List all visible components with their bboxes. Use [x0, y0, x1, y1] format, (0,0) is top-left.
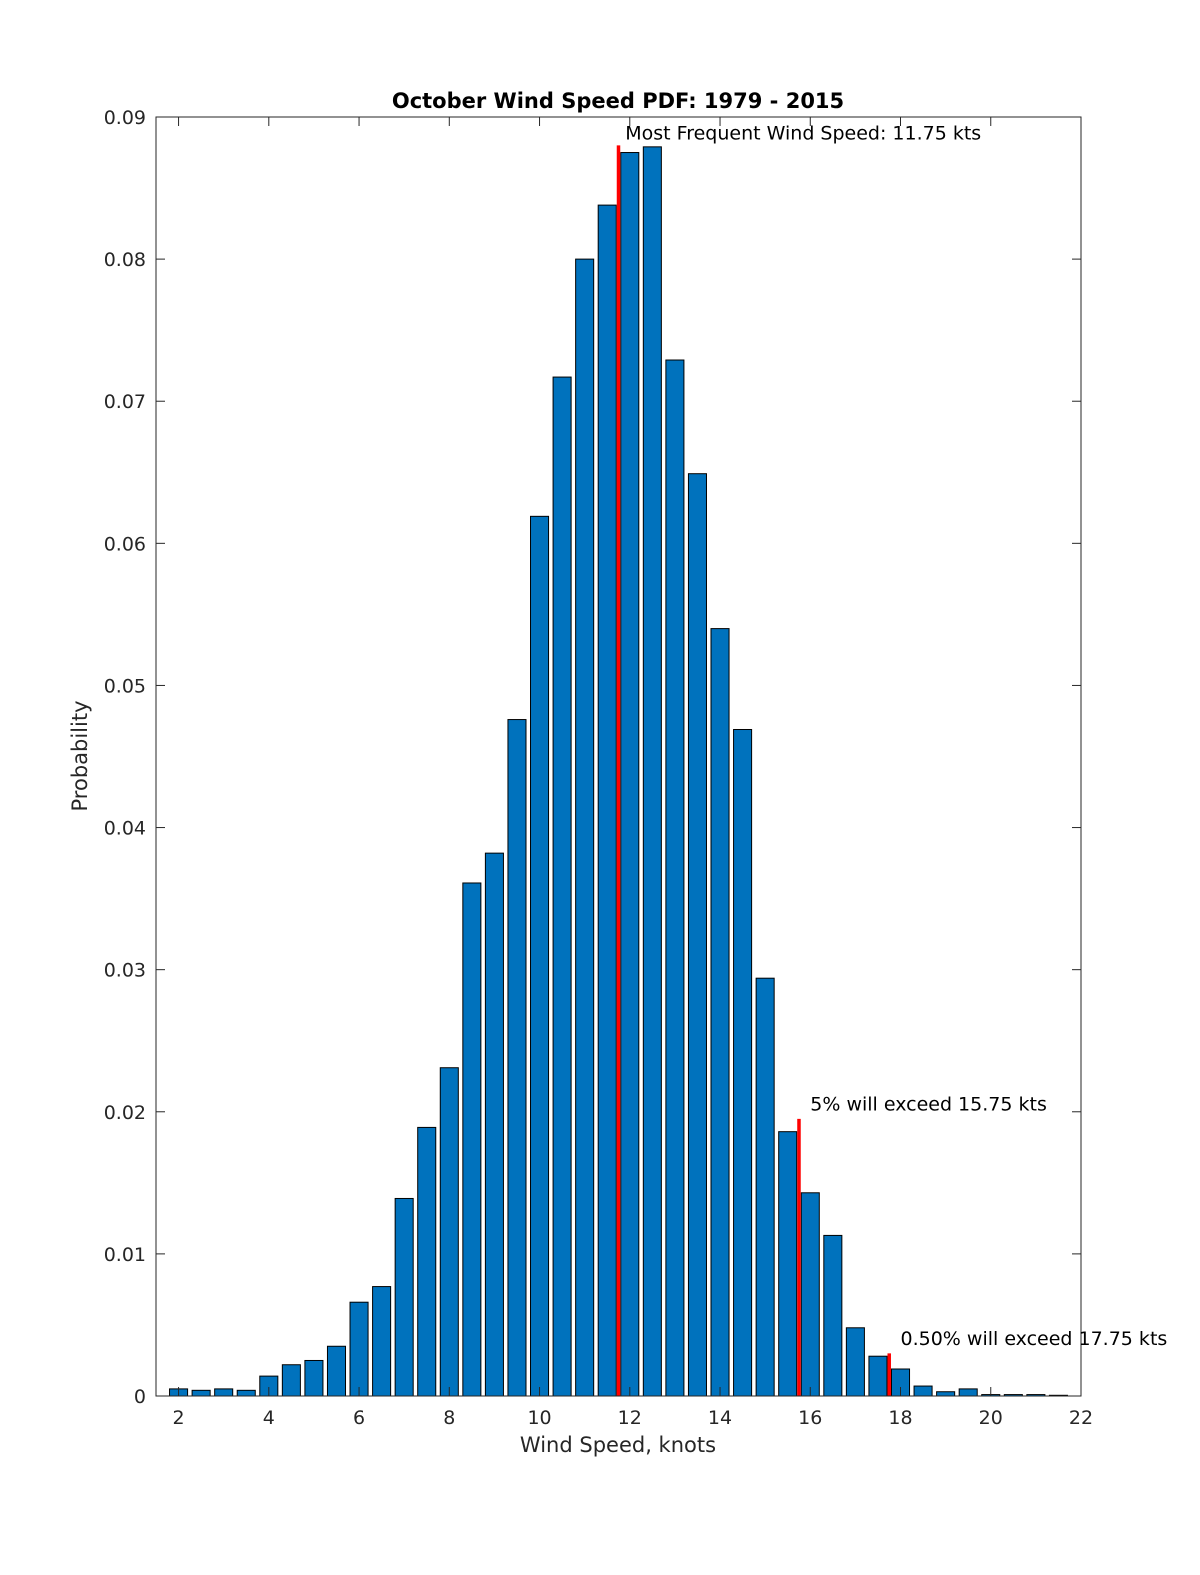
y-axis-ticks: 0 0.01 0.02 0.03 0.04 0.05 0.06 0.07 0.08 0.09 — [104, 107, 1081, 1408]
bar — [575, 258, 595, 1397]
bar — [597, 204, 617, 1397]
markers-group — [616, 145, 891, 1396]
marker-annotation: 5% will exceed 15.75 kts — [810, 1093, 1047, 1115]
bar — [236, 1389, 256, 1397]
bar — [462, 882, 482, 1397]
bar — [958, 1388, 978, 1397]
bar — [326, 1345, 347, 1397]
bar — [281, 1364, 301, 1397]
x-tick-label: 8 — [443, 1407, 455, 1429]
axes-box — [155, 116, 1082, 1397]
bar — [800, 1192, 820, 1397]
bar — [484, 852, 504, 1397]
bar — [913, 1385, 933, 1397]
bar — [552, 376, 572, 1397]
marker-annotation: 0.50% will exceed 17.75 kts — [901, 1328, 1168, 1350]
bars-group — [169, 146, 1068, 1397]
x-tick-label: 4 — [263, 1407, 275, 1429]
x-tick-label: 18 — [888, 1407, 912, 1429]
bar — [733, 728, 753, 1397]
bar — [439, 1067, 459, 1397]
bar — [349, 1301, 369, 1397]
y-tick-label: 0.08 — [104, 249, 146, 271]
x-tick-label: 16 — [798, 1407, 822, 1429]
y-tick-label: 0.09 — [104, 107, 146, 129]
bar — [665, 359, 685, 1397]
bar — [530, 515, 550, 1397]
x-tick-label: 12 — [618, 1407, 642, 1429]
bar — [687, 473, 707, 1397]
y-tick-label: 0.02 — [104, 1102, 146, 1124]
bar — [778, 1131, 798, 1397]
x-tick-label: 22 — [1069, 1407, 1093, 1429]
y-axis-label: Probability — [68, 700, 92, 811]
x-tick-label: 2 — [173, 1407, 185, 1429]
bar — [710, 628, 730, 1397]
x-axis-label: Wind Speed, knots — [520, 1433, 716, 1457]
y-tick-label: 0.01 — [104, 1244, 146, 1266]
bar — [823, 1234, 843, 1397]
y-tick-label: 0.03 — [104, 960, 146, 982]
bar — [620, 152, 640, 1397]
bar — [868, 1355, 888, 1397]
x-tick-label: 14 — [708, 1407, 732, 1429]
bar — [507, 719, 527, 1397]
bar — [304, 1359, 324, 1397]
chart-title: October Wind Speed PDF: 1979 - 2015 — [392, 89, 844, 113]
x-tick-label: 20 — [979, 1407, 1003, 1429]
bar — [755, 977, 775, 1397]
x-tick-label: 10 — [527, 1407, 551, 1429]
x-axis-ticks: 2 4 6 8 10 12 14 16 18 20 22 — [173, 117, 1093, 1429]
y-tick-label: 0.04 — [104, 818, 146, 840]
y-tick-label: 0 — [134, 1386, 146, 1408]
bar — [845, 1327, 865, 1397]
bar — [417, 1126, 437, 1397]
x-tick-label: 6 — [353, 1407, 365, 1429]
y-tick-label: 0.06 — [104, 533, 146, 555]
y-tick-label: 0.05 — [104, 675, 146, 697]
bar — [372, 1286, 392, 1397]
marker-annotation: Most Frequent Wind Speed: 11.75 kts — [625, 123, 981, 145]
annotations-group: Most Frequent Wind Speed: 11.75 kts 5% wi… — [625, 123, 1167, 1350]
bar — [394, 1197, 414, 1397]
bar — [191, 1389, 211, 1397]
y-tick-label: 0.07 — [104, 391, 146, 413]
bar — [214, 1388, 234, 1397]
bar — [936, 1391, 956, 1397]
bar — [642, 146, 662, 1397]
